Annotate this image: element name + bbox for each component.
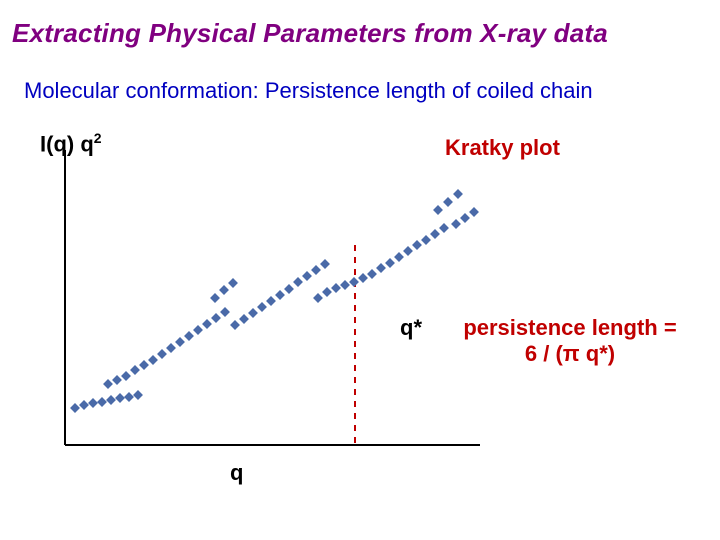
data-point bbox=[157, 349, 167, 359]
data-point bbox=[412, 240, 422, 250]
data-point bbox=[248, 308, 258, 318]
data-point bbox=[331, 283, 341, 293]
data-point bbox=[313, 293, 323, 303]
data-point bbox=[433, 205, 443, 215]
slide-title: Extracting Physical Parameters from X-ra… bbox=[12, 18, 608, 49]
data-point bbox=[320, 259, 330, 269]
data-point bbox=[460, 213, 470, 223]
data-point bbox=[148, 355, 158, 365]
formula-line-2: 6 / (π q*) bbox=[525, 341, 615, 366]
data-point bbox=[112, 375, 122, 385]
data-point bbox=[385, 258, 395, 268]
data-point bbox=[421, 235, 431, 245]
data-point bbox=[275, 290, 285, 300]
data-point bbox=[228, 278, 238, 288]
x-axis-label: q bbox=[230, 460, 243, 486]
data-point bbox=[443, 197, 453, 207]
data-point bbox=[103, 379, 113, 389]
data-point bbox=[130, 365, 140, 375]
data-point bbox=[106, 395, 116, 405]
kratky-plot bbox=[60, 150, 500, 450]
data-point bbox=[139, 360, 149, 370]
data-point bbox=[439, 223, 449, 233]
data-point bbox=[430, 229, 440, 239]
data-point bbox=[230, 320, 240, 330]
data-point bbox=[302, 271, 312, 281]
data-point bbox=[121, 371, 131, 381]
data-point bbox=[358, 273, 368, 283]
data-point bbox=[403, 246, 413, 256]
data-point bbox=[202, 319, 212, 329]
data-point bbox=[311, 265, 321, 275]
data-point bbox=[175, 337, 185, 347]
data-point bbox=[220, 307, 230, 317]
data-point bbox=[340, 280, 350, 290]
data-point bbox=[79, 400, 89, 410]
data-point bbox=[88, 398, 98, 408]
data-point bbox=[184, 331, 194, 341]
data-point bbox=[469, 207, 479, 217]
data-point bbox=[322, 287, 332, 297]
data-point bbox=[284, 284, 294, 294]
data-point bbox=[376, 263, 386, 273]
data-point bbox=[70, 403, 80, 413]
data-point bbox=[293, 277, 303, 287]
data-point bbox=[239, 314, 249, 324]
data-point bbox=[210, 293, 220, 303]
data-point bbox=[453, 189, 463, 199]
data-point bbox=[219, 285, 229, 295]
data-point bbox=[211, 313, 221, 323]
data-point bbox=[166, 343, 176, 353]
data-point bbox=[266, 296, 276, 306]
data-point bbox=[133, 390, 143, 400]
data-point bbox=[97, 397, 107, 407]
data-point bbox=[115, 393, 125, 403]
data-point bbox=[349, 277, 359, 287]
data-point bbox=[124, 392, 134, 402]
data-point bbox=[193, 325, 203, 335]
data-point bbox=[394, 252, 404, 262]
data-point bbox=[451, 219, 461, 229]
slide-subtitle: Molecular conformation: Persistence leng… bbox=[24, 78, 593, 104]
data-point bbox=[257, 302, 267, 312]
data-point bbox=[367, 269, 377, 279]
